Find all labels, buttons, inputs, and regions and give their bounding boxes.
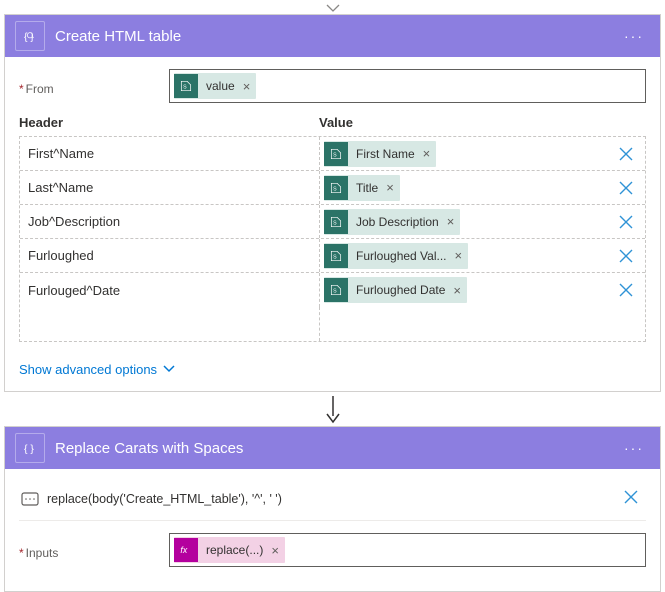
column-mapping-row: Last^Name S Title × [20, 171, 645, 205]
svg-text:S: S [333, 288, 337, 294]
value-cell[interactable]: S Title × [320, 171, 607, 204]
column-mapping-row: First^Name S First Name × [20, 137, 645, 171]
header-cell[interactable]: First^Name [20, 137, 320, 170]
row-delete-button[interactable] [607, 248, 645, 264]
column-mapping-row: Furloughed S Furloughed Val... × [20, 239, 645, 273]
token-remove-icon[interactable]: × [386, 180, 394, 195]
token-remove-icon[interactable]: × [271, 543, 279, 558]
row-delete-button[interactable] [607, 214, 645, 230]
chevron-down-icon [163, 362, 175, 377]
sharepoint-icon: S [324, 244, 348, 268]
header-column-label: Header [19, 115, 319, 130]
svg-text:S: S [333, 152, 337, 158]
sharepoint-icon: S [324, 210, 348, 234]
inputs-label: *Inputs [19, 540, 169, 560]
show-advanced-options-link[interactable]: Show advanced options [19, 362, 175, 377]
svg-text:fx: fx [180, 545, 187, 555]
token-label: Furloughed Date [356, 283, 445, 297]
connector-arrow-top [0, 0, 665, 14]
token-dynamic[interactable]: S Furloughed Val... × [324, 243, 468, 269]
from-input[interactable]: S value × [169, 69, 646, 103]
token-label: value [206, 79, 235, 93]
svg-text:S: S [333, 186, 337, 192]
token-label: First Name [356, 147, 415, 161]
sharepoint-icon: S [324, 142, 348, 166]
token-remove-icon[interactable]: × [453, 283, 461, 298]
token-remove-icon[interactable]: × [423, 146, 431, 161]
header-cell[interactable]: Last^Name [20, 171, 320, 204]
data-operations-icon: { } [15, 433, 45, 463]
value-cell[interactable]: S Job Description × [320, 205, 607, 238]
token-remove-icon[interactable]: × [447, 214, 455, 229]
header-cell[interactable]: Job^Description [20, 205, 320, 238]
columns-table: First^NameSFirst Name×Last^NameSTitle×Jo… [19, 136, 646, 342]
value-cell[interactable]: S Furloughed Val... × [320, 239, 607, 272]
expression-preview-row: replace(body('Create_HTML_table'), '^', … [19, 481, 646, 521]
token-dynamic[interactable]: S Furloughed Date × [324, 277, 467, 303]
action-header[interactable]: { } Create HTML table ··· [5, 15, 660, 57]
expression-delete-button[interactable] [616, 489, 646, 508]
token-dynamic[interactable]: S Title × [324, 175, 400, 201]
header-cell[interactable]: Furlouged^Date [20, 273, 320, 307]
svg-text:S: S [183, 84, 187, 90]
row-delete-button[interactable] [607, 146, 645, 162]
empty-header-cell[interactable] [20, 307, 320, 341]
column-mapping-row: Furlouged^Date S Furloughed Date × [20, 273, 645, 307]
token-fx-replace[interactable]: fx replace(...) × [174, 537, 285, 563]
value-column-label: Value [319, 115, 646, 130]
svg-text:S: S [333, 220, 337, 226]
token-dynamic[interactable]: S Job Description × [324, 209, 460, 235]
action-menu-button[interactable]: ··· [618, 436, 650, 460]
action-card-replace-carats: { } Replace Carats with Spaces ··· repla… [4, 426, 661, 592]
row-delete-button[interactable] [607, 282, 645, 298]
inputs-input[interactable]: fx replace(...) × [169, 533, 646, 567]
action-card-create-html-table: { } Create HTML table ··· *From S value … [4, 14, 661, 392]
value-cell[interactable]: S Furloughed Date × [320, 273, 607, 307]
columns-header-row: Header Value [19, 113, 646, 136]
token-remove-icon[interactable]: × [455, 248, 463, 263]
action-title: Replace Carats with Spaces [55, 440, 618, 457]
value-cell[interactable]: S First Name × [320, 137, 607, 170]
token-value[interactable]: S value × [174, 73, 256, 99]
action-menu-button[interactable]: ··· [618, 24, 650, 48]
token-remove-icon[interactable]: × [243, 79, 251, 94]
from-row: *From S value × [19, 69, 646, 103]
peek-code-icon [19, 492, 41, 506]
token-label: replace(...) [206, 543, 263, 557]
action-header[interactable]: { } Replace Carats with Spaces ··· [5, 427, 660, 469]
empty-value-cell[interactable] [320, 307, 607, 341]
expression-text: replace(body('Create_HTML_table'), '^', … [47, 492, 616, 506]
token-dynamic[interactable]: S First Name × [324, 141, 436, 167]
token-label: Job Description [356, 215, 439, 229]
token-label: Furloughed Val... [356, 249, 447, 263]
svg-text:{ }: { } [24, 443, 34, 455]
empty-row[interactable] [20, 307, 645, 341]
sharepoint-icon: S [174, 74, 198, 98]
sharepoint-icon: S [324, 278, 348, 302]
connector-arrow [0, 392, 665, 426]
inputs-row: *Inputs fx replace(...) × [19, 533, 646, 567]
svg-text:S: S [333, 254, 337, 260]
sharepoint-icon: S [324, 176, 348, 200]
row-delete-button[interactable] [607, 180, 645, 196]
action-title: Create HTML table [55, 28, 618, 45]
from-label: *From [19, 76, 169, 96]
fx-icon: fx [174, 538, 198, 562]
column-mapping-row: Job^Description S Job Description × [20, 205, 645, 239]
data-operations-icon: { } [15, 21, 45, 51]
token-label: Title [356, 181, 378, 195]
header-cell[interactable]: Furloughed [20, 239, 320, 272]
